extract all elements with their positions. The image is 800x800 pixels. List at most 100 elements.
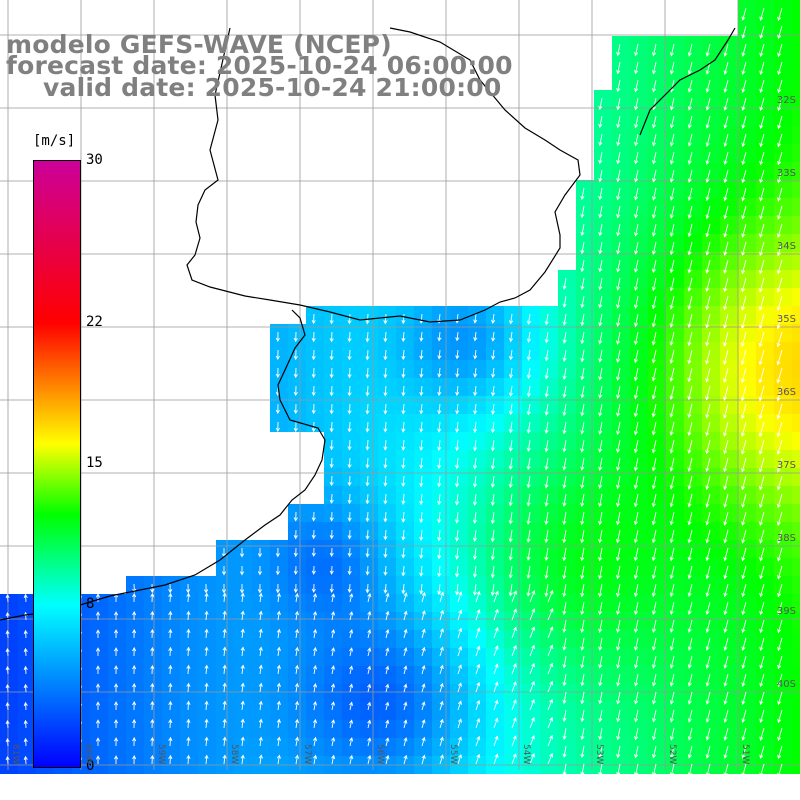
- wind-speed-cell: [432, 576, 450, 594]
- wind-speed-cell: [774, 0, 792, 18]
- wind-arrow: [5, 593, 10, 603]
- wind-arrow: [616, 673, 621, 687]
- colorbar-unit: [m/s]: [33, 133, 76, 149]
- wind-arrow: [150, 592, 155, 603]
- wind-speed-cell: [252, 648, 270, 666]
- wind-speed-cell: [630, 720, 648, 738]
- wind-speed-cell: [342, 324, 360, 342]
- wind-arrow: [240, 754, 245, 765]
- wind-arrow: [186, 664, 191, 675]
- wind-speed-cell: [756, 234, 774, 252]
- wind-speed-cell: [522, 342, 540, 360]
- wind-speed-cell: [486, 306, 504, 324]
- wind-speed-cell: [108, 738, 126, 756]
- wind-arrow: [383, 547, 388, 559]
- wind-arrow: [777, 763, 783, 778]
- wind-arrow: [401, 439, 406, 451]
- wind-arrow: [687, 745, 693, 759]
- wind-arrow: [580, 259, 585, 273]
- wind-speed-cell: [684, 90, 702, 108]
- wind-speed-cell: [378, 360, 396, 378]
- wind-arrow: [529, 662, 535, 675]
- wind-arrow: [294, 718, 300, 729]
- wind-arrow: [294, 646, 300, 657]
- wind-arrow: [669, 511, 675, 526]
- wind-speed-cell: [738, 54, 756, 72]
- wind-arrow: [331, 593, 336, 603]
- wind-speed-cell: [324, 594, 342, 612]
- wind-arrow: [669, 187, 675, 201]
- wind-speed-cell: [252, 576, 270, 594]
- wind-arrow: [687, 241, 693, 256]
- wind-arrow: [634, 43, 639, 57]
- wind-speed-cell: [648, 216, 666, 234]
- wind-speed-cell: [756, 522, 774, 540]
- wind-arrow: [651, 637, 657, 651]
- wind-speed-cell: [468, 342, 486, 360]
- wind-arrow: [669, 619, 675, 633]
- wind-speed-cell: [720, 666, 738, 684]
- wind-arrow: [633, 637, 639, 651]
- wind-speed-cell: [396, 558, 414, 576]
- wind-arrow: [529, 717, 535, 729]
- wind-arrow: [168, 610, 173, 621]
- wind-speed-cell: [702, 522, 720, 540]
- wind-speed-cell: [756, 108, 774, 126]
- wind-arrow: [758, 349, 765, 366]
- wind-speed-cell: [702, 396, 720, 414]
- wind-speed-cell: [450, 342, 468, 360]
- wind-speed-cell: [126, 594, 144, 612]
- wind-arrow: [759, 511, 765, 526]
- wind-speed-cell: [756, 738, 774, 756]
- wind-speed-cell: [684, 684, 702, 702]
- wind-arrow: [275, 421, 280, 433]
- wind-arrow: [705, 421, 711, 437]
- wind-arrow: [687, 403, 693, 419]
- wind-speed-cell: [504, 342, 522, 360]
- wind-arrow: [723, 241, 729, 256]
- wind-speed-cell: [396, 666, 414, 684]
- wind-arrow: [741, 79, 747, 94]
- wind-arrow: [777, 691, 783, 706]
- wind-arrow: [758, 259, 765, 275]
- wind-arrow: [705, 655, 711, 669]
- wind-speed-cell: [522, 630, 540, 648]
- wind-speed-cell: [720, 648, 738, 666]
- wind-speed-cell: [756, 90, 774, 108]
- wind-arrow: [651, 763, 657, 777]
- wind-speed-cell: [360, 432, 378, 450]
- wind-arrow: [349, 683, 354, 693]
- wind-speed-cell: [540, 540, 558, 558]
- wind-arrow: [294, 628, 300, 639]
- wind-arrow: [294, 610, 300, 621]
- wind-arrow: [222, 610, 227, 621]
- wind-speed-cell: [342, 342, 360, 360]
- wind-arrow: [776, 475, 783, 491]
- wind-arrow: [222, 664, 227, 675]
- wind-arrow: [740, 313, 747, 329]
- wind-arrow: [669, 421, 675, 436]
- wind-arrow: [439, 736, 444, 747]
- wind-arrow: [5, 737, 10, 747]
- wind-speed-cell: [612, 540, 630, 558]
- wind-arrow: [347, 385, 352, 397]
- wind-arrow: [705, 187, 711, 202]
- wind-arrow: [759, 223, 765, 238]
- wind-arrow: [544, 547, 549, 562]
- wind-arrow: [723, 151, 729, 165]
- wind-speed-cell: [540, 738, 558, 756]
- wind-speed-cell: [738, 306, 756, 324]
- wind-speed-cell: [612, 342, 630, 360]
- wind-speed-cell: [486, 630, 504, 648]
- longitude-label: 60W: [83, 744, 93, 765]
- wind-speed-cell: [612, 738, 630, 756]
- wind-arrow: [439, 664, 444, 675]
- wind-speed-cell: [594, 198, 612, 216]
- wind-speed-cell: [414, 522, 432, 540]
- wind-arrow: [347, 475, 352, 487]
- wind-arrow: [294, 682, 300, 693]
- wind-speed-cell: [720, 144, 738, 162]
- wind-arrow: [258, 754, 263, 765]
- wind-speed-cell: [756, 54, 774, 72]
- wind-arrow: [634, 223, 639, 237]
